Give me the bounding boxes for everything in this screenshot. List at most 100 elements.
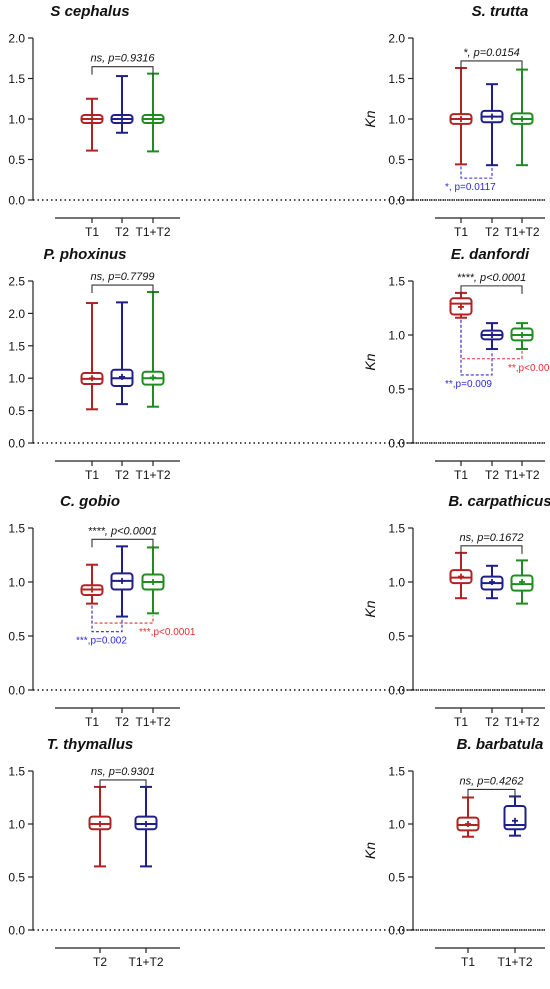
y-tick-label: 0.5 [388, 871, 405, 885]
x-tick-label: T1 [85, 715, 99, 729]
significance-bracket: *, p=0.0117 [445, 166, 496, 193]
box-T2 [480, 322, 504, 351]
bracket-line [91, 284, 154, 294]
significance-label: **,p=0.009 [445, 379, 492, 390]
chart-panel-2: S. trutta 0.0 0.5 1.0 1.5 2.0 Kn T1 T2 T1+T2 *, p=… [362, 3, 545, 239]
bracket-line [91, 605, 154, 624]
significance-bracket: ns, p=0.4262 [460, 775, 523, 798]
x-tick-label: T2 [485, 715, 499, 729]
y-tick-label: 1.0 [8, 576, 25, 590]
chart-panel-6: B. carpathicus 0.0 0.5 1.0 1.5 Kn T1 T2 T1+T2 ns,… [362, 493, 550, 729]
significance-label: ****, p<0.0001 [88, 525, 157, 537]
box-T1 [80, 563, 104, 605]
y-tick-label: 1.5 [388, 72, 405, 86]
chart-panel-5: C. gobio 0.0 0.5 1.0 1.5 Kn T1 T2 T1+T2 ****, p<0… [8, 493, 545, 729]
x-tick-label: T1 [461, 955, 475, 969]
significance-label: ns, p=0.1672 [460, 532, 524, 544]
box-T1 [449, 291, 473, 319]
significance-bracket: ****, p<0.0001 [88, 525, 157, 548]
box-T1-plus-T2 [510, 322, 534, 351]
x-tick-label: T2 [115, 468, 129, 482]
significance-label: ns, p=0.9301 [91, 766, 155, 778]
chart-title: T. thymallus [47, 736, 133, 753]
y-tick-label: 0.5 [8, 153, 25, 167]
significance-label: ns, p=0.7799 [91, 271, 155, 283]
y-tick-label: 1.0 [388, 818, 405, 832]
chart-title: S. trutta [472, 3, 529, 20]
bracket-line [460, 166, 493, 179]
x-tick-label: T1+T2 [504, 225, 539, 239]
y-tick-label: 0.5 [388, 383, 405, 397]
box-T1-plus-T2 [510, 559, 534, 605]
bracket-line [91, 538, 154, 548]
significance-label: **,p<0.005 [508, 363, 550, 374]
y-tick-label: 0.0 [388, 194, 405, 208]
x-tick-label: T2 [485, 468, 499, 482]
box-T1 [80, 302, 104, 411]
y-axis-label: Kn [362, 600, 378, 617]
x-tick-label: T1 [454, 225, 468, 239]
significance-label: ***,p<0.0001 [139, 627, 196, 638]
box-T1-plus-T2 [510, 68, 534, 167]
chart-title: E. danfordi [451, 246, 530, 263]
box-T1 [80, 97, 104, 152]
y-axis-label: Kn [362, 842, 378, 859]
y-tick-label: 0.0 [388, 437, 405, 451]
y-tick-label: 0.0 [8, 437, 25, 451]
box-T1-plus-T2 [134, 785, 158, 868]
significance-bracket: *, p=0.0154 [460, 47, 523, 69]
chart-panel-8: B. barbatula 0.0 0.5 1.0 1.5 Kn T1 T1+T2 ns, p=0… [362, 736, 545, 969]
y-tick-label: 1.5 [388, 275, 405, 289]
chart-title: S cephalus [50, 3, 129, 20]
y-tick-label: 1.5 [388, 765, 405, 779]
box-T2 [88, 785, 112, 868]
significance-bracket: ***,p=0.002 [76, 605, 127, 647]
box-T2 [110, 545, 134, 618]
chart-title: P. phoxinus [43, 246, 126, 263]
chart-panel-1: S cephalus 0.0 0.5 1.0 1.5 2.0 Kn T1 T2 T1+T2 ns, … [8, 3, 545, 239]
x-tick-label: T1+T2 [504, 468, 539, 482]
x-tick-label: T2 [485, 225, 499, 239]
y-tick-label: 1.5 [8, 339, 25, 353]
box-T2 [480, 83, 504, 167]
x-tick-label: T2 [93, 955, 107, 969]
y-tick-label: 0.5 [8, 871, 25, 885]
box-T1-plus-T2 [141, 546, 165, 615]
x-tick-label: T1+T2 [135, 468, 170, 482]
x-tick-label: T1+T2 [504, 715, 539, 729]
y-tick-label: 0.5 [8, 630, 25, 644]
y-tick-label: 0.0 [388, 684, 405, 698]
y-tick-label: 1.0 [388, 113, 405, 127]
bracket-line [467, 788, 516, 798]
bracket-line [460, 319, 493, 376]
y-tick-label: 1.0 [8, 818, 25, 832]
y-tick-label: 1.0 [8, 372, 25, 386]
y-tick-label: 1.0 [388, 329, 405, 343]
significance-bracket: ****, p<0.0001 [457, 272, 526, 294]
chart-panel-4: E. danfordi 0.0 0.5 1.0 1.5 Kn T1 T2 T1+T2 ****, … [362, 246, 550, 482]
y-tick-label: 1.5 [8, 72, 25, 86]
y-tick-label: 2.0 [8, 32, 25, 46]
bracket-line [460, 60, 523, 69]
y-tick-label: 0.5 [388, 630, 405, 644]
box-T2 [110, 301, 134, 406]
y-tick-label: 0.0 [8, 194, 25, 208]
y-tick-label: 0.0 [388, 924, 405, 938]
y-tick-label: 1.5 [8, 522, 25, 536]
y-axis-label: Kn [362, 353, 378, 370]
x-tick-label: T1+T2 [128, 955, 163, 969]
y-tick-label: 1.5 [388, 522, 405, 536]
significance-label: *, p=0.0117 [445, 182, 496, 193]
significance-bracket: ns, p=0.9301 [91, 766, 155, 788]
box-T2 [110, 75, 134, 134]
x-tick-label: T1+T2 [497, 955, 532, 969]
chart-title: C. gobio [60, 493, 120, 510]
bracket-line [91, 66, 154, 75]
y-tick-label: 1.0 [8, 113, 25, 127]
chart-title: B. carpathicus [448, 493, 550, 510]
y-tick-label: 0.5 [388, 153, 405, 167]
significance-bracket: **,p=0.009 [445, 319, 493, 390]
y-tick-label: 0.0 [8, 684, 25, 698]
box-T1 [449, 66, 473, 166]
